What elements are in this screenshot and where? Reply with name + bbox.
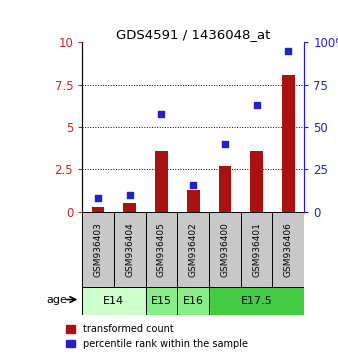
Point [254, 102, 259, 108]
Bar [146, 212, 177, 287]
Bar [282, 75, 295, 212]
Point [222, 141, 227, 147]
Legend: transformed count, percentile rank within the sample: transformed count, percentile rank withi… [66, 324, 248, 349]
Bar [209, 287, 304, 315]
Text: GSM936400: GSM936400 [220, 222, 230, 277]
Bar [177, 287, 209, 315]
Point [191, 182, 196, 187]
Bar [82, 212, 114, 287]
Text: age: age [46, 295, 67, 304]
Bar [187, 190, 199, 212]
Text: E14: E14 [103, 296, 124, 306]
Title: GDS4591 / 1436048_at: GDS4591 / 1436048_at [116, 28, 270, 41]
Bar [219, 166, 231, 212]
Bar [82, 287, 146, 315]
Point [286, 48, 291, 54]
Bar [92, 207, 104, 212]
Point [127, 192, 132, 198]
Bar [241, 212, 272, 287]
Text: GSM936401: GSM936401 [252, 222, 261, 277]
Text: GSM936402: GSM936402 [189, 222, 198, 276]
Text: GSM936406: GSM936406 [284, 222, 293, 277]
Point [95, 195, 101, 201]
Bar [250, 151, 263, 212]
Bar [114, 212, 146, 287]
Bar [123, 203, 136, 212]
Bar [155, 151, 168, 212]
Bar [209, 212, 241, 287]
Text: E16: E16 [183, 296, 204, 306]
Point [159, 111, 164, 116]
Text: GSM936403: GSM936403 [94, 222, 102, 277]
Bar [177, 212, 209, 287]
Bar [272, 212, 304, 287]
Text: E15: E15 [151, 296, 172, 306]
Text: GSM936405: GSM936405 [157, 222, 166, 277]
Text: E17.5: E17.5 [241, 296, 272, 306]
Bar [146, 287, 177, 315]
Text: GSM936404: GSM936404 [125, 222, 134, 276]
